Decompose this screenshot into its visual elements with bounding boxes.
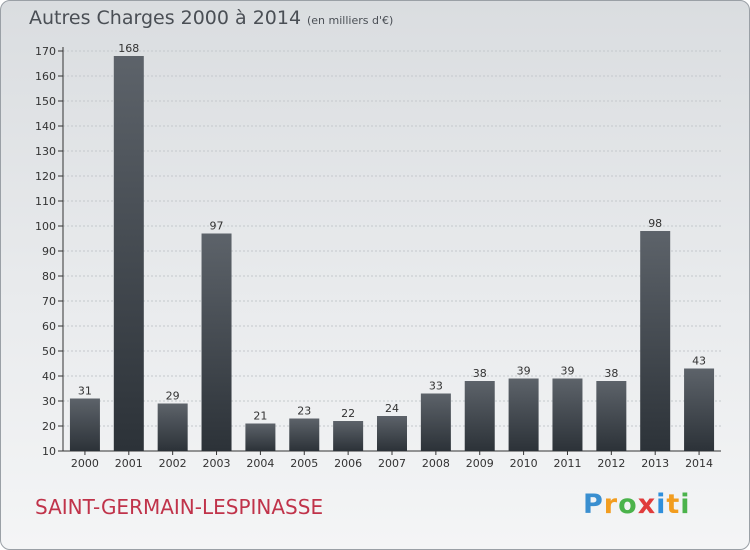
y-tick-label: 20 xyxy=(42,420,56,433)
bar[interactable] xyxy=(289,418,320,452)
bar[interactable] xyxy=(420,393,451,452)
y-tick-label: 50 xyxy=(42,345,56,358)
y-tick-label: 90 xyxy=(42,245,56,258)
logo-letter: t xyxy=(666,489,681,520)
value-label: 24 xyxy=(385,402,399,415)
y-tick-label: 70 xyxy=(42,295,56,308)
commune-name: SAINT-GERMAIN-LESPINASSE xyxy=(35,495,324,519)
bars xyxy=(69,56,715,452)
bar[interactable] xyxy=(377,416,407,451)
value-label: 29 xyxy=(166,390,180,403)
x-tick-label: 2006 xyxy=(334,457,362,470)
y-tick-label: 110 xyxy=(35,195,56,208)
bar[interactable] xyxy=(684,368,715,452)
logo-letter: o xyxy=(618,489,638,520)
logo-letter: x xyxy=(637,489,657,520)
bar[interactable] xyxy=(69,398,100,452)
value-label: 33 xyxy=(429,380,443,393)
x-tick-label: 2013 xyxy=(641,457,669,470)
y-tick-label: 30 xyxy=(42,395,56,408)
logo-letter: i xyxy=(656,489,667,520)
bar[interactable] xyxy=(464,381,495,451)
value-label: 23 xyxy=(297,405,311,418)
x-tick-label: 2007 xyxy=(378,457,406,470)
x-tick-label: 2003 xyxy=(203,457,231,470)
value-label: 21 xyxy=(253,410,267,423)
value-label: 98 xyxy=(648,217,662,230)
bar[interactable] xyxy=(333,421,364,451)
x-tick-label: 2011 xyxy=(553,457,581,470)
value-label: 38 xyxy=(604,367,618,380)
y-tick-label: 150 xyxy=(35,95,56,108)
value-label: 39 xyxy=(560,365,574,378)
bar[interactable] xyxy=(552,378,583,452)
bar[interactable] xyxy=(113,56,144,451)
chart-title: Autres Charges 2000 à 2014 xyxy=(29,7,302,29)
bar[interactable] xyxy=(245,423,276,452)
y-tick-label: 40 xyxy=(42,370,56,383)
y-tick-label: 120 xyxy=(35,170,56,183)
y-tick-label: 100 xyxy=(35,220,56,233)
labels: 31 168 29 97 21 23 22 24 33 38 39 39 38 98 43 xyxy=(78,42,706,423)
y-tick-label: 10 xyxy=(42,445,56,458)
x-tick-label: 2001 xyxy=(115,457,143,470)
bar[interactable] xyxy=(201,233,232,452)
value-label: 39 xyxy=(517,365,531,378)
bar[interactable] xyxy=(640,231,671,451)
x-tick-label: 2002 xyxy=(159,457,187,470)
x-tick-label: 2005 xyxy=(290,457,318,470)
value-label: 22 xyxy=(341,407,355,420)
value-label: 43 xyxy=(692,355,706,368)
proxiti-logo[interactable]: Proxiti xyxy=(583,489,691,520)
y-tick-label: 130 xyxy=(35,145,56,158)
logo-letter: r xyxy=(603,489,619,520)
bar[interactable] xyxy=(596,381,627,451)
value-label: 31 xyxy=(78,385,92,398)
x-tick-label: 2004 xyxy=(246,457,274,470)
x-tick-label: 2014 xyxy=(685,457,713,470)
x-tick-label: 2000 xyxy=(71,457,99,470)
x-tick-label: 2009 xyxy=(466,457,494,470)
y-tick-label: 80 xyxy=(42,270,56,283)
bar[interactable] xyxy=(157,403,188,452)
x-tick-label: 2008 xyxy=(422,457,450,470)
logo-letter: i xyxy=(680,489,691,520)
chart-subtitle: (en milliers d'€) xyxy=(307,14,394,27)
logo-letter: P xyxy=(583,489,604,520)
value-label: 97 xyxy=(210,220,224,233)
x-tick-label: 2012 xyxy=(597,457,625,470)
y-tick-label: 170 xyxy=(35,45,56,58)
y-tick-label: 160 xyxy=(35,70,56,83)
bar[interactable] xyxy=(508,378,539,452)
value-label: 168 xyxy=(118,42,139,55)
x-tick-label: 2010 xyxy=(510,457,538,470)
y-tick-label: 140 xyxy=(35,120,56,133)
y-tick-label: 60 xyxy=(42,320,56,333)
value-label: 38 xyxy=(473,367,487,380)
axes: 10 20 30 40 50 60 70 80 90 100 110 120 130 140 150 160 1… xyxy=(35,45,721,470)
